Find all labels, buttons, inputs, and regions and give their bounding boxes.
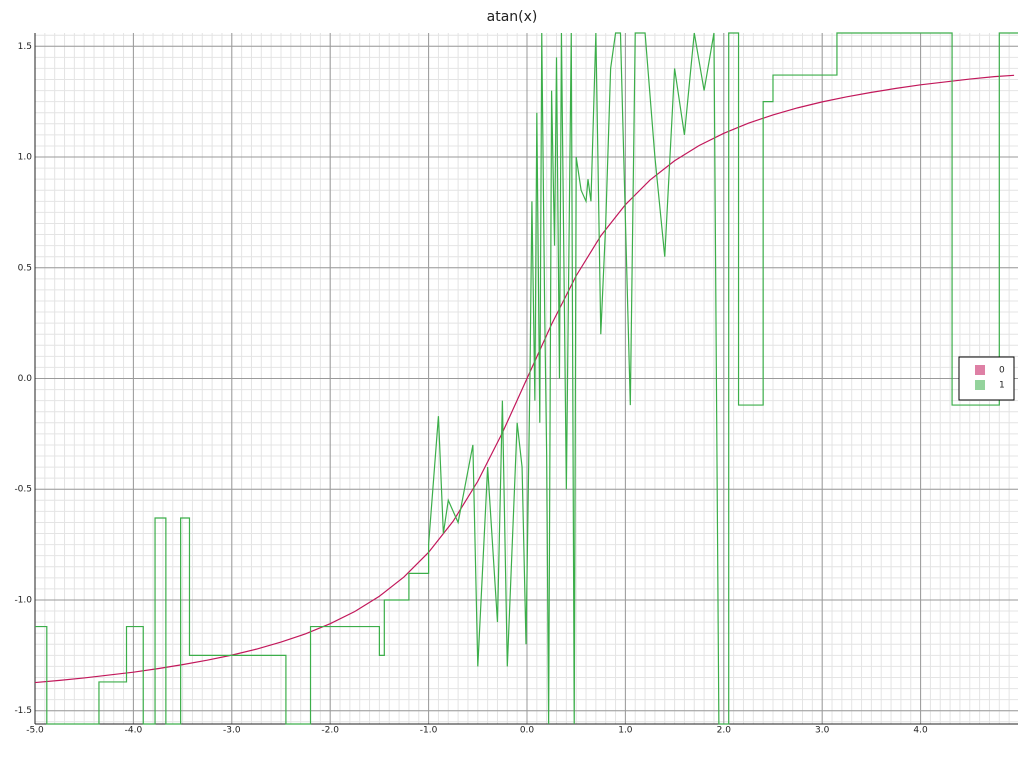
x-tick-label: 0.0 <box>520 726 535 736</box>
series-line <box>35 32 1018 725</box>
legend-label: 1 <box>999 381 1005 391</box>
x-tick-label: -4.0 <box>125 726 143 736</box>
x-tick-label: 2.0 <box>717 726 732 736</box>
series-line <box>34 74 1015 684</box>
y-tick-label: -1.0 <box>14 595 32 605</box>
legend-label: 0 <box>999 366 1005 376</box>
x-tick-label: -5.0 <box>26 726 44 736</box>
y-tick-label: 0.5 <box>18 263 32 273</box>
x-tick-label: 3.0 <box>815 726 830 736</box>
chart-title: atan(x) <box>487 9 538 25</box>
legend-swatch <box>975 380 985 390</box>
x-tick-label: -2.0 <box>321 726 339 736</box>
y-tick-label: -0.5 <box>14 485 32 495</box>
legend: 01 <box>958 356 1015 401</box>
y-tick-label: -1.5 <box>14 706 32 716</box>
legend-box <box>958 356 1015 401</box>
y-tick-label: 0.0 <box>18 374 33 384</box>
x-tick-label: 1.0 <box>618 726 633 736</box>
x-tick-label: -3.0 <box>223 726 241 736</box>
y-tick-label: 1.0 <box>18 153 33 163</box>
legend-swatch <box>975 365 985 375</box>
x-tick-label: -1.0 <box>420 726 438 736</box>
y-tick-label: 1.5 <box>18 42 32 52</box>
x-tick-label: 4.0 <box>913 726 928 736</box>
